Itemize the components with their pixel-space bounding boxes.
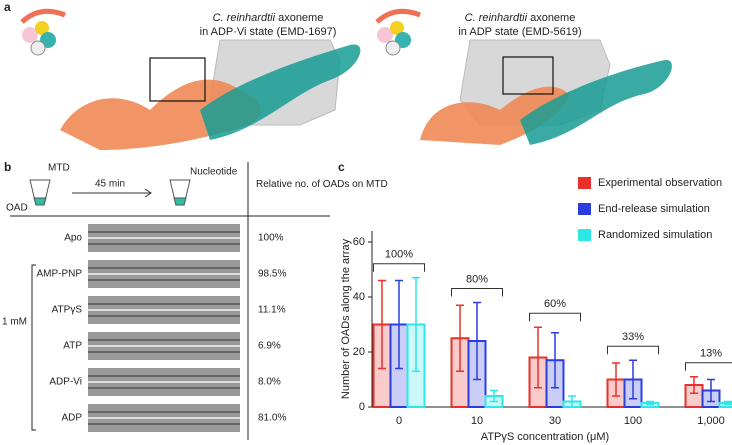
row-value: 8.0% <box>258 377 281 388</box>
legend-swatch <box>578 203 591 215</box>
error-bar <box>456 304 464 372</box>
tube-icons <box>29 179 191 206</box>
error-bar <box>724 400 732 405</box>
error-bar <box>490 389 498 403</box>
species: C. reinhardtii <box>213 12 276 24</box>
concentration-label: 1 mM <box>2 317 27 328</box>
x-tick-label: 100 <box>624 415 642 427</box>
panel-label: c <box>338 160 345 174</box>
bracket <box>373 263 425 272</box>
species: C. reinhardtii <box>465 12 528 24</box>
x-tick-label: 1,000 <box>697 415 725 427</box>
bracket <box>31 264 36 431</box>
y-tick-label: 0 <box>359 401 365 413</box>
title: axoneme <box>530 12 575 24</box>
x-axis-label: ATPγS concentration (μM) <box>481 431 609 443</box>
nucleotide-label: Nucleotide <box>190 167 238 178</box>
legend-swatch <box>578 177 591 189</box>
row-value: 6.9% <box>258 341 281 352</box>
row-value: 11.1% <box>258 305 286 316</box>
map-title: C. reinhardtii axoneme <box>213 12 324 24</box>
bracket <box>607 345 659 355</box>
map-title: C. reinhardtii axoneme <box>465 12 576 24</box>
error-bar <box>612 362 620 397</box>
density-map <box>20 8 361 150</box>
error-bar <box>629 359 637 400</box>
map-subtitle: in ADP state (EMD-5619) <box>458 26 581 38</box>
error-bar <box>412 277 420 372</box>
x-tick-label: 30 <box>549 415 561 427</box>
error-bar <box>378 279 386 370</box>
row-label: ATPγS <box>52 305 83 316</box>
annotation: 13% <box>700 348 722 360</box>
error-bar <box>395 279 403 370</box>
y-tick-label: 20 <box>353 346 365 358</box>
error-bar <box>707 378 715 403</box>
bracket <box>529 312 581 322</box>
density-map <box>375 8 672 145</box>
row-label: ATP <box>63 341 82 352</box>
row-label: AMP-PNP <box>36 269 82 280</box>
row-label: ADP <box>61 413 82 424</box>
y-axis-label: Number of OADs along the array <box>340 238 352 399</box>
annotation: 100% <box>385 249 413 261</box>
map-subtitle: in ADP·Vi state (EMD-1697) <box>200 26 337 38</box>
column-header: Relative no. of OADs on MTD <box>256 179 388 190</box>
legend-label: Experimental observation <box>598 177 722 189</box>
annotation: 80% <box>466 273 488 285</box>
error-bar <box>690 376 698 394</box>
x-tick-label: 10 <box>471 415 483 427</box>
legend-swatch <box>578 229 591 241</box>
error-bar <box>534 326 542 389</box>
bracket <box>685 362 732 371</box>
panel-label: b <box>4 160 11 174</box>
bracket <box>451 288 503 297</box>
legend-label: End-release simulation <box>598 203 710 215</box>
time-label: 45 min <box>95 179 125 190</box>
header: Relative no. of OADs on MTD <box>256 179 388 190</box>
row-value: 81.0% <box>258 413 286 424</box>
oad-label: OAD <box>6 203 28 214</box>
x-tick-label: 0 <box>396 415 402 427</box>
row-value: 100% <box>258 233 284 244</box>
row-label: Apo <box>64 233 82 244</box>
y-tick-label: 40 <box>353 291 365 303</box>
row-value: 98.5% <box>258 269 286 280</box>
title: axoneme <box>278 12 323 24</box>
error-bar <box>568 395 576 408</box>
error-bar <box>646 400 654 405</box>
panel-label: a <box>4 0 11 14</box>
annotation: 33% <box>622 331 644 343</box>
legend-label: Randomized simulation <box>598 229 712 241</box>
error-bar <box>551 332 559 389</box>
y-tick-label: 60 <box>353 236 365 248</box>
annotation: 60% <box>544 298 566 310</box>
error-bar <box>473 301 481 381</box>
mtd-label: MTD <box>48 163 70 174</box>
rows: Apo 100% AMP-PNP 98.5% ATPγS 11.1% ATP 6.9% ADP-… <box>36 224 286 432</box>
row-label: ADP-Vi <box>49 377 82 388</box>
